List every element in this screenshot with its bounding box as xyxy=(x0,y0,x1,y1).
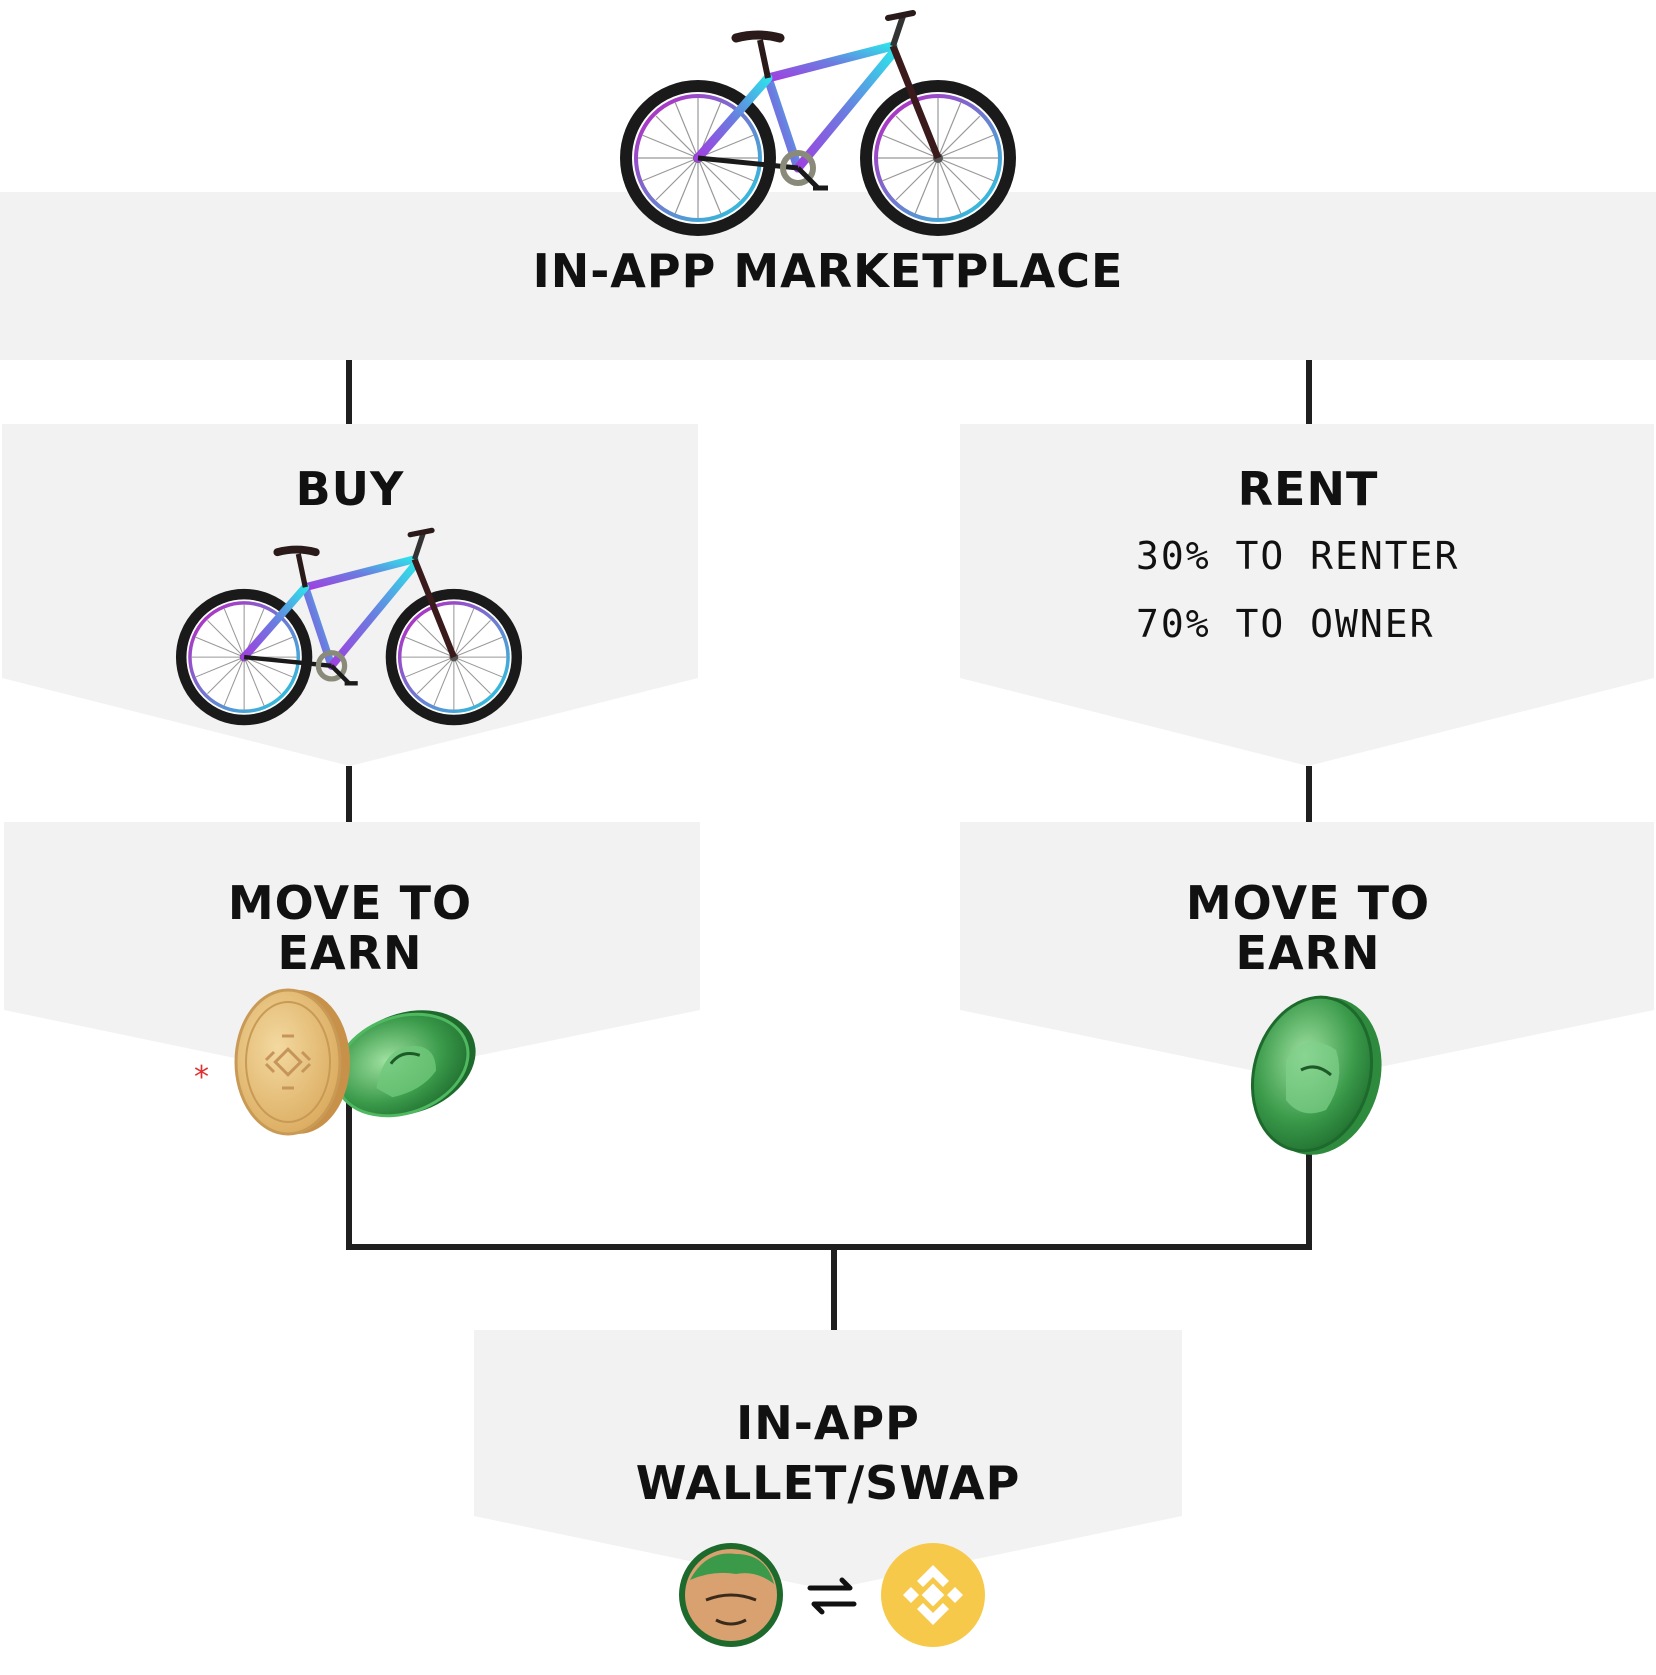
marketplace-panel xyxy=(0,192,1656,360)
marketplace-bicycle-icon xyxy=(618,8,1018,238)
earn-left-title-line1: MOVE TO xyxy=(227,876,473,930)
wallet-panel xyxy=(474,1330,1182,1590)
earn-right-panel xyxy=(960,822,1654,1082)
connector-wallet xyxy=(831,1244,837,1330)
connector-marketplace-rent xyxy=(1306,360,1312,424)
connector-horizontal xyxy=(346,1244,1312,1250)
gold-coin-icon xyxy=(226,988,356,1136)
earn-left-panel xyxy=(4,822,700,1082)
marketplace-title: IN-APP MARKETPLACE xyxy=(532,244,1124,298)
rent-title: RENT xyxy=(1237,462,1379,516)
rent-renter-share: 30% TO RENTER xyxy=(1136,534,1460,578)
wallet-title-line2: WALLET/SWAP xyxy=(635,1456,1021,1510)
rent-owner-share: 70% TO OWNER xyxy=(1136,602,1435,646)
earn-left-title-line2: EARN xyxy=(277,926,423,980)
earn-right-title-line2: EARN xyxy=(1235,926,1381,980)
connector-marketplace-buy xyxy=(346,360,352,424)
swap-arrows-icon xyxy=(804,1574,860,1618)
connector-earn-left-down xyxy=(346,1082,352,1250)
green-coin-right-icon xyxy=(1246,990,1386,1160)
footnote-asterisk: * xyxy=(194,1060,209,1095)
buy-panel xyxy=(2,424,698,766)
zoro-coin-icon xyxy=(676,1540,786,1650)
earn-right-title-line1: MOVE TO xyxy=(1185,876,1431,930)
rent-panel xyxy=(960,424,1654,766)
connector-buy-earn xyxy=(346,766,352,824)
wallet-title-line1: IN-APP xyxy=(736,1396,920,1450)
connector-earn-right-down xyxy=(1306,1082,1312,1250)
connector-rent-earn xyxy=(1306,766,1312,824)
buy-bicycle-icon xyxy=(174,526,524,727)
buy-title: BUY xyxy=(295,462,405,516)
binance-coin-icon xyxy=(880,1542,986,1648)
